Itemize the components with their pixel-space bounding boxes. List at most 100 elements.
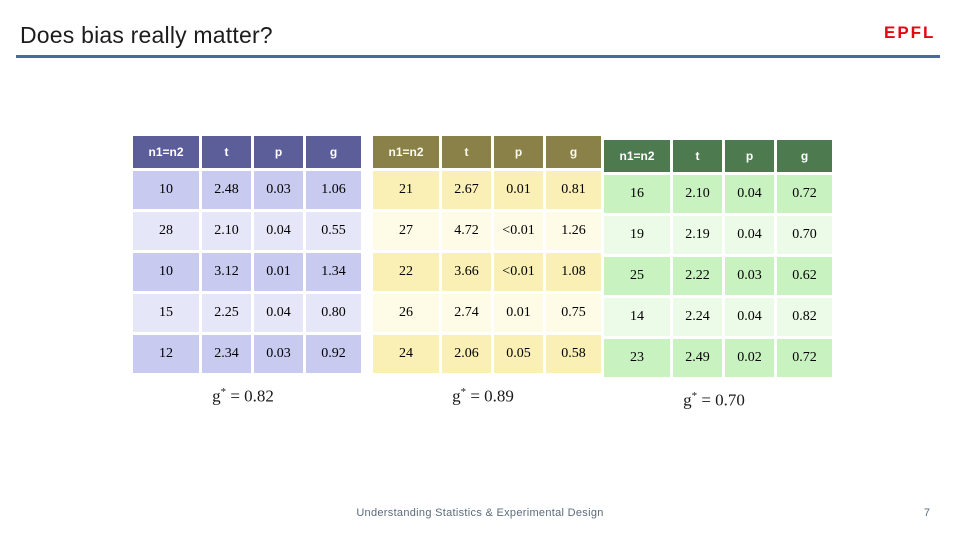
table-cell: 0.72 xyxy=(777,339,832,377)
table-cell: <0.01 xyxy=(494,212,543,250)
table-cell: 0.03 xyxy=(725,257,774,295)
table-row: 28 2.10 0.04 0.55 xyxy=(133,212,361,250)
g-star-value: = 0.70 xyxy=(697,390,745,410)
table-cell: 2.24 xyxy=(673,298,722,336)
table-cell: 10 xyxy=(133,253,199,291)
table-cell: 0.72 xyxy=(777,175,832,213)
table-cell: 1.06 xyxy=(306,171,361,209)
stats-table-2: n1=n2 t p g 21 2.67 0.01 0.81 27 4.72 <0.01 1.26 22 3… xyxy=(370,133,604,376)
table-row: 22 3.66 <0.01 1.08 xyxy=(373,253,601,291)
table-cell: 2.06 xyxy=(442,335,491,373)
table-cell: 3.66 xyxy=(442,253,491,291)
table-cell: 2.10 xyxy=(673,175,722,213)
table-cell: 0.70 xyxy=(777,216,832,254)
column-header: n1=n2 xyxy=(133,136,199,168)
column-header: t xyxy=(673,140,722,172)
g-star-summary-2: g* = 0.89 xyxy=(370,386,596,407)
column-header: n1=n2 xyxy=(604,140,670,172)
table-cell: 0.05 xyxy=(494,335,543,373)
table-cell: 0.02 xyxy=(725,339,774,377)
g-star-base: g xyxy=(452,386,461,406)
epfl-logo: EPFL xyxy=(884,23,936,42)
table-cell: 2.48 xyxy=(202,171,251,209)
table-cell: 2.74 xyxy=(442,294,491,332)
column-header: t xyxy=(202,136,251,168)
g-star-value: = 0.89 xyxy=(466,386,514,406)
table-cell: 0.80 xyxy=(306,294,361,332)
table-cell: 0.81 xyxy=(546,171,601,209)
column-header: p xyxy=(725,140,774,172)
column-header: p xyxy=(254,136,303,168)
table-cell: 4.72 xyxy=(442,212,491,250)
column-header: g xyxy=(546,136,601,168)
g-star-sup: * xyxy=(691,390,698,402)
footer-course-title: Understanding Statistics & Experimental … xyxy=(356,507,604,519)
column-header: p xyxy=(494,136,543,168)
column-header: n1=n2 xyxy=(373,136,439,168)
table-row: 10 3.12 0.01 1.34 xyxy=(133,253,361,291)
table-cell: 0.03 xyxy=(254,335,303,373)
table-cell: 24 xyxy=(373,335,439,373)
table-cell: 0.92 xyxy=(306,335,361,373)
table-cell: 0.04 xyxy=(725,216,774,254)
g-star-value: = 0.82 xyxy=(226,386,274,406)
table-cell: 0.01 xyxy=(494,171,543,209)
table-row: 15 2.25 0.04 0.80 xyxy=(133,294,361,332)
table-row: 16 2.10 0.04 0.72 xyxy=(604,175,832,213)
table-cell: 12 xyxy=(133,335,199,373)
table-cell: 23 xyxy=(604,339,670,377)
table-cell: 0.04 xyxy=(725,298,774,336)
table-cell: 15 xyxy=(133,294,199,332)
table-row: 25 2.22 0.03 0.62 xyxy=(604,257,832,295)
table-cell: 22 xyxy=(373,253,439,291)
page-number: 7 xyxy=(923,507,930,519)
table-cell: 0.04 xyxy=(254,294,303,332)
table-cell: 1.08 xyxy=(546,253,601,291)
table-cell: 14 xyxy=(604,298,670,336)
table-cell: 19 xyxy=(604,216,670,254)
table-cell: 26 xyxy=(373,294,439,332)
table-cell: 2.10 xyxy=(202,212,251,250)
table-cell: 2.22 xyxy=(673,257,722,295)
column-header: g xyxy=(777,140,832,172)
table-cell: 28 xyxy=(133,212,199,250)
column-header: g xyxy=(306,136,361,168)
table-cell: 0.58 xyxy=(546,335,601,373)
table-row: 10 2.48 0.03 1.06 xyxy=(133,171,361,209)
table-cell: 0.62 xyxy=(777,257,832,295)
slide-title: Does bias really matter? xyxy=(20,22,273,48)
table-cell: 2.19 xyxy=(673,216,722,254)
stats-table-3: n1=n2 t p g 16 2.10 0.04 0.72 19 2.19 0.04 0.70 25 2.… xyxy=(601,137,835,380)
column-header: t xyxy=(442,136,491,168)
table-row: 21 2.67 0.01 0.81 xyxy=(373,171,601,209)
table-row: 24 2.06 0.05 0.58 xyxy=(373,335,601,373)
table-cell: 0.04 xyxy=(725,175,774,213)
table-row: 26 2.74 0.01 0.75 xyxy=(373,294,601,332)
table-cell: 27 xyxy=(373,212,439,250)
table-row: 19 2.19 0.04 0.70 xyxy=(604,216,832,254)
table-cell: 0.75 xyxy=(546,294,601,332)
table-cell: 2.25 xyxy=(202,294,251,332)
table-row: 12 2.34 0.03 0.92 xyxy=(133,335,361,373)
table-cell: 0.01 xyxy=(254,253,303,291)
table-cell: 2.34 xyxy=(202,335,251,373)
table-cell: 21 xyxy=(373,171,439,209)
table-cell: 0.55 xyxy=(306,212,361,250)
g-star-base: g xyxy=(683,390,692,410)
table-cell: 0.04 xyxy=(254,212,303,250)
table-group-3: n1=n2 t p g 16 2.10 0.04 0.72 19 2.19 0.04 0.70 25 2.… xyxy=(601,137,832,411)
table-cell: 1.34 xyxy=(306,253,361,291)
table-cell: 2.49 xyxy=(673,339,722,377)
g-star-sup: * xyxy=(220,386,227,398)
g-star-base: g xyxy=(212,386,221,406)
table-group-2: n1=n2 t p g 21 2.67 0.01 0.81 27 4.72 <0.01 1.26 22 3… xyxy=(370,133,601,407)
table-cell: 16 xyxy=(604,175,670,213)
table-cell: 1.26 xyxy=(546,212,601,250)
table-row: 23 2.49 0.02 0.72 xyxy=(604,339,832,377)
title-underline xyxy=(16,55,940,58)
table-cell: 0.03 xyxy=(254,171,303,209)
table-row: 14 2.24 0.04 0.82 xyxy=(604,298,832,336)
table-cell: 3.12 xyxy=(202,253,251,291)
table-row: 27 4.72 <0.01 1.26 xyxy=(373,212,601,250)
